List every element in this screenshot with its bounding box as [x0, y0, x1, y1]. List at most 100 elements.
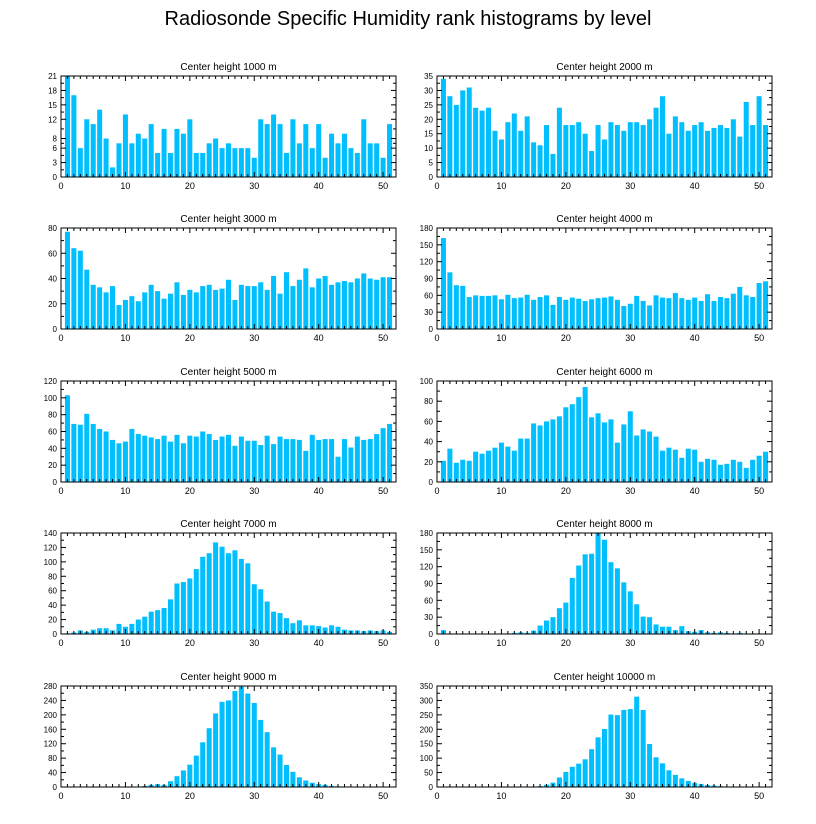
- histogram-bar: [666, 626, 672, 634]
- histogram-bar: [180, 770, 186, 787]
- histogram-bar: [614, 442, 620, 482]
- histogram-bar: [238, 686, 244, 787]
- histogram-bar: [283, 764, 289, 787]
- histogram-bar: [200, 556, 206, 634]
- histogram-bar: [283, 439, 289, 482]
- x-tick-label: 50: [754, 638, 764, 648]
- y-tick-label: 140: [44, 529, 58, 538]
- y-tick-label: 60: [48, 249, 57, 258]
- histogram-bar: [341, 439, 347, 482]
- x-tick-label: 50: [754, 486, 764, 496]
- histogram-bar: [193, 755, 199, 787]
- histogram-bar: [213, 439, 219, 482]
- histogram-bar: [717, 464, 723, 482]
- histogram-bar: [692, 297, 698, 329]
- x-tick-label: 20: [185, 486, 195, 496]
- histogram-bar: [309, 287, 315, 329]
- histogram-bar: [322, 157, 328, 177]
- histogram-bar: [380, 428, 386, 482]
- histogram-bar: [232, 148, 238, 177]
- histogram-bar: [569, 577, 575, 634]
- histogram-bar: [148, 284, 154, 329]
- y-tick-label: 0: [53, 478, 58, 487]
- histogram-bar: [258, 444, 264, 482]
- histogram-bar: [232, 445, 238, 482]
- histogram-bar: [219, 288, 225, 329]
- histogram-bar: [271, 114, 277, 177]
- histogram-bar: [367, 143, 373, 177]
- histogram-bar: [634, 604, 640, 634]
- histogram-bar: [634, 295, 640, 329]
- histogram-bar: [666, 133, 672, 177]
- histogram-bar: [225, 143, 232, 177]
- histogram-bar: [387, 124, 393, 177]
- histogram-bar: [698, 300, 704, 329]
- x-tick-label: 0: [58, 638, 63, 648]
- chart-title: Center height 2000 m: [556, 62, 652, 73]
- y-tick-label: 40: [48, 601, 57, 610]
- x-tick-label: 30: [625, 638, 635, 648]
- x-tick-label: 0: [434, 486, 439, 496]
- histogram-bar: [544, 125, 550, 177]
- y-tick-label: 280: [44, 682, 58, 691]
- x-tick-label: 40: [690, 333, 700, 343]
- histogram-bar: [711, 127, 717, 177]
- histogram-bar: [187, 764, 193, 787]
- y-tick-label: 0: [429, 630, 434, 639]
- histogram-bar: [440, 78, 446, 177]
- histogram-bar: [367, 278, 373, 329]
- histogram-bar: [206, 284, 212, 329]
- histogram-bar: [64, 231, 70, 329]
- y-tick-label: 80: [48, 572, 57, 581]
- histogram-bar: [290, 623, 296, 634]
- histogram-bar: [621, 424, 627, 482]
- histogram-bar: [576, 122, 582, 177]
- histogram-bar: [763, 451, 769, 482]
- histogram-bar: [666, 770, 672, 787]
- histogram-bar: [90, 124, 96, 177]
- y-tick-label: 21: [48, 72, 57, 81]
- histogram-bar: [614, 299, 620, 329]
- histogram-bar: [348, 447, 354, 482]
- histogram-bar: [238, 558, 244, 634]
- chart-title: Center height 6000 m: [556, 367, 652, 378]
- histogram-bar: [679, 457, 685, 482]
- histogram-bar: [155, 439, 161, 482]
- histogram-bar: [737, 461, 743, 482]
- x-tick-label: 10: [120, 791, 130, 801]
- histogram-bar: [601, 139, 608, 177]
- histogram-bar: [672, 116, 678, 177]
- histogram-bar: [556, 107, 562, 177]
- histogram-bar: [486, 295, 492, 329]
- y-tick-label: 30: [424, 308, 433, 317]
- y-tick-label: 20: [48, 300, 57, 309]
- histogram-bar: [582, 387, 588, 482]
- histogram-bar: [283, 152, 289, 177]
- x-tick-label: 10: [496, 791, 506, 801]
- histogram-bar: [213, 713, 219, 787]
- histogram-bar: [200, 431, 206, 482]
- histogram-bar: [608, 714, 614, 787]
- histogram-bar: [277, 436, 283, 482]
- histogram-bar: [518, 297, 524, 329]
- chart-panel: Center height 6000 m 0 10 20 30 40 50 0 20 40 60 80…: [420, 367, 773, 496]
- histogram-bar: [569, 766, 575, 787]
- histogram-bar: [595, 298, 601, 329]
- histogram-bar: [556, 777, 562, 787]
- histogram-bar: [724, 298, 730, 329]
- histogram-bar: [640, 125, 646, 177]
- y-tick-label: 90: [424, 580, 433, 589]
- histogram-bar: [116, 623, 122, 634]
- x-tick-label: 30: [625, 181, 635, 191]
- y-tick-label: 150: [420, 740, 434, 749]
- histogram-bar: [563, 602, 569, 634]
- histogram-bar: [576, 763, 582, 787]
- histogram-bar: [601, 297, 608, 329]
- histogram-bar: [556, 297, 562, 329]
- histogram-bar: [492, 295, 498, 329]
- histogram-bar: [473, 451, 479, 482]
- y-tick-label: 0: [53, 325, 58, 334]
- histogram-bar: [601, 728, 608, 787]
- histogram-bar: [647, 305, 653, 329]
- histogram-bar: [71, 423, 77, 482]
